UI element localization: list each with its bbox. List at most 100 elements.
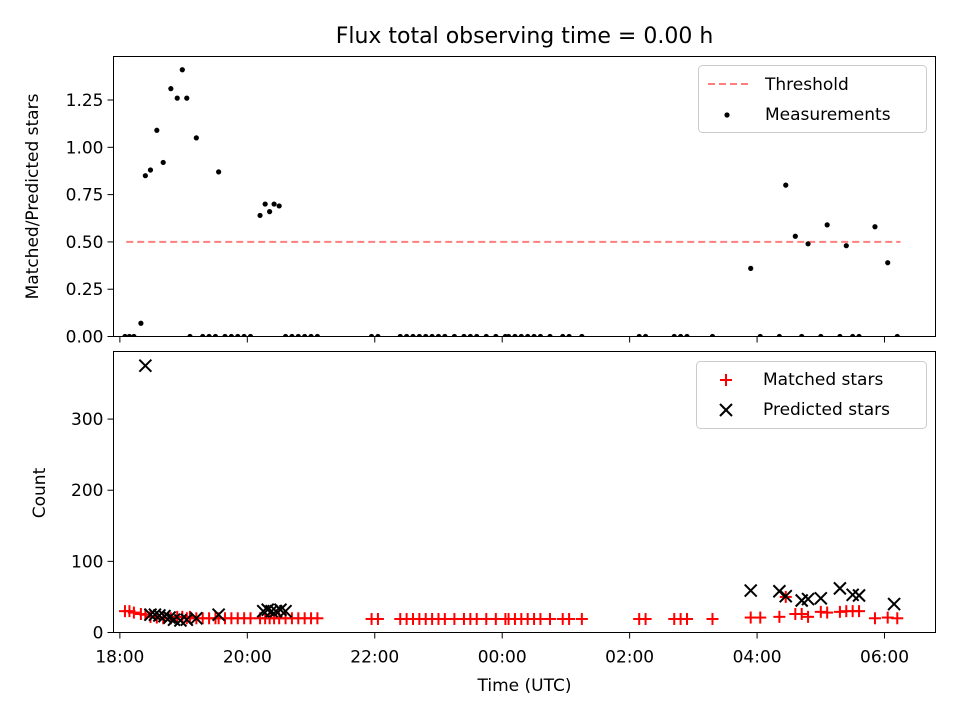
measurement-point	[138, 320, 144, 326]
measurement-point	[154, 127, 160, 133]
measurement-point	[474, 333, 480, 337]
measurement-point	[423, 333, 429, 337]
measurement-point	[216, 169, 222, 175]
predicted-star-marker	[157, 609, 172, 623]
count-x-ticks: 18:00 20:00 22:00 00:00 02:00 04:00 06:00	[95, 632, 909, 668]
ratio-panel: 0.00 0.25 0.50 0.75 1.00 1.25 Matched/Predict…	[23, 56, 936, 348]
count-panel-frame	[113, 351, 936, 633]
measurement-point	[206, 333, 212, 337]
matched-star-marker	[754, 611, 767, 624]
matched-star-marker	[821, 606, 834, 619]
matched-star-marker	[563, 612, 576, 625]
measurement-point	[642, 333, 649, 337]
measurement-point	[837, 333, 843, 337]
measurement-point	[308, 333, 314, 337]
measurement-point	[748, 265, 754, 271]
legend-predicted-label: Predicted stars	[763, 400, 890, 420]
predicted-star-marker	[138, 359, 153, 373]
measurement-point	[314, 333, 321, 337]
measurement-point	[783, 182, 789, 188]
measurement-point	[168, 86, 174, 92]
predicted-star-marker	[744, 583, 758, 598]
predicted-star-marker	[814, 591, 828, 606]
measurement-point	[375, 333, 381, 337]
measurement-point	[235, 333, 241, 337]
count-y-axis-label: Count	[30, 467, 50, 518]
predicted-star-marker	[887, 597, 901, 611]
measurement-point	[872, 224, 878, 230]
matched-star-marker	[773, 610, 786, 623]
measurement-point	[885, 260, 891, 266]
measurement-point	[636, 333, 642, 337]
measurement-point	[416, 333, 422, 337]
measurement-point	[404, 333, 410, 337]
matched-star-marker	[311, 612, 324, 625]
matched-star-marker	[680, 612, 693, 625]
measurement-point	[187, 333, 193, 337]
count-y-ticks: 0 100 200 300	[71, 410, 114, 644]
measurement-point	[276, 203, 282, 209]
measurement-point	[200, 333, 206, 337]
legend-measurements-swatch	[724, 112, 730, 118]
x-tick-label: 20:00	[223, 648, 272, 668]
measurement-point	[525, 333, 531, 337]
measurement-point	[222, 333, 228, 337]
predicted-star-marker	[801, 592, 815, 606]
count-legend: Matched stars Predicted stars	[696, 361, 927, 429]
count-legend-box	[696, 361, 927, 429]
predicted-star-markers	[138, 359, 901, 628]
measurement-point	[302, 333, 308, 337]
measurement-points	[122, 67, 900, 337]
matched-star-marker	[127, 606, 140, 619]
measurement-point	[467, 333, 473, 337]
measurement-point	[671, 333, 677, 337]
matched-star-marker	[802, 610, 815, 623]
predicted-star-marker	[269, 604, 283, 618]
measurement-point	[856, 333, 862, 337]
measurement-point	[429, 333, 435, 337]
legend-matched-label: Matched stars	[763, 370, 883, 390]
measurement-point	[282, 333, 289, 337]
measurement-point	[212, 333, 219, 337]
measurement-point	[397, 333, 403, 337]
measurement-point	[461, 333, 467, 337]
measurement-point	[247, 333, 254, 337]
measurement-point	[179, 67, 185, 73]
matched-star-marker	[853, 605, 866, 618]
measurement-point	[843, 243, 849, 249]
x-tick-label: 22:00	[350, 648, 399, 668]
measurement-point	[560, 333, 566, 337]
y-tick-label: 0.50	[66, 233, 104, 253]
predicted-star-marker	[211, 608, 226, 622]
measurement-point	[850, 333, 856, 337]
matched-star-marker	[575, 612, 588, 625]
matched-star-marker	[639, 612, 652, 625]
measurement-point	[531, 333, 537, 337]
y-tick-label: 1.25	[66, 91, 104, 111]
ratio-y-ticks: 0.00 0.25 0.50 0.75 1.00 1.25	[66, 91, 114, 348]
matched-star-marker	[891, 612, 904, 625]
measurement-point	[709, 333, 716, 337]
measurement-point	[547, 333, 553, 337]
measurement-point	[147, 167, 154, 173]
measurement-point	[435, 333, 442, 337]
x-tick-label: 04:00	[733, 648, 782, 668]
matched-star-marker	[371, 612, 384, 625]
y-tick-label: 0	[93, 624, 104, 644]
measurement-point	[193, 135, 199, 141]
y-tick-label: 1.00	[66, 138, 104, 158]
measurement-point	[799, 333, 805, 337]
measurement-point	[505, 333, 512, 337]
predicted-star-marker	[779, 589, 793, 603]
matched-star-marker	[543, 612, 556, 625]
y-tick-label: 200	[71, 481, 103, 501]
matched-star-marker	[706, 612, 719, 625]
measurement-point	[131, 333, 137, 337]
legend-predicted-swatch	[719, 403, 733, 417]
measurement-point	[241, 333, 247, 337]
matched-star-marker	[795, 608, 808, 621]
measurement-point	[493, 333, 499, 337]
measurement-point	[537, 333, 544, 337]
y-tick-label: 0.75	[66, 186, 104, 206]
